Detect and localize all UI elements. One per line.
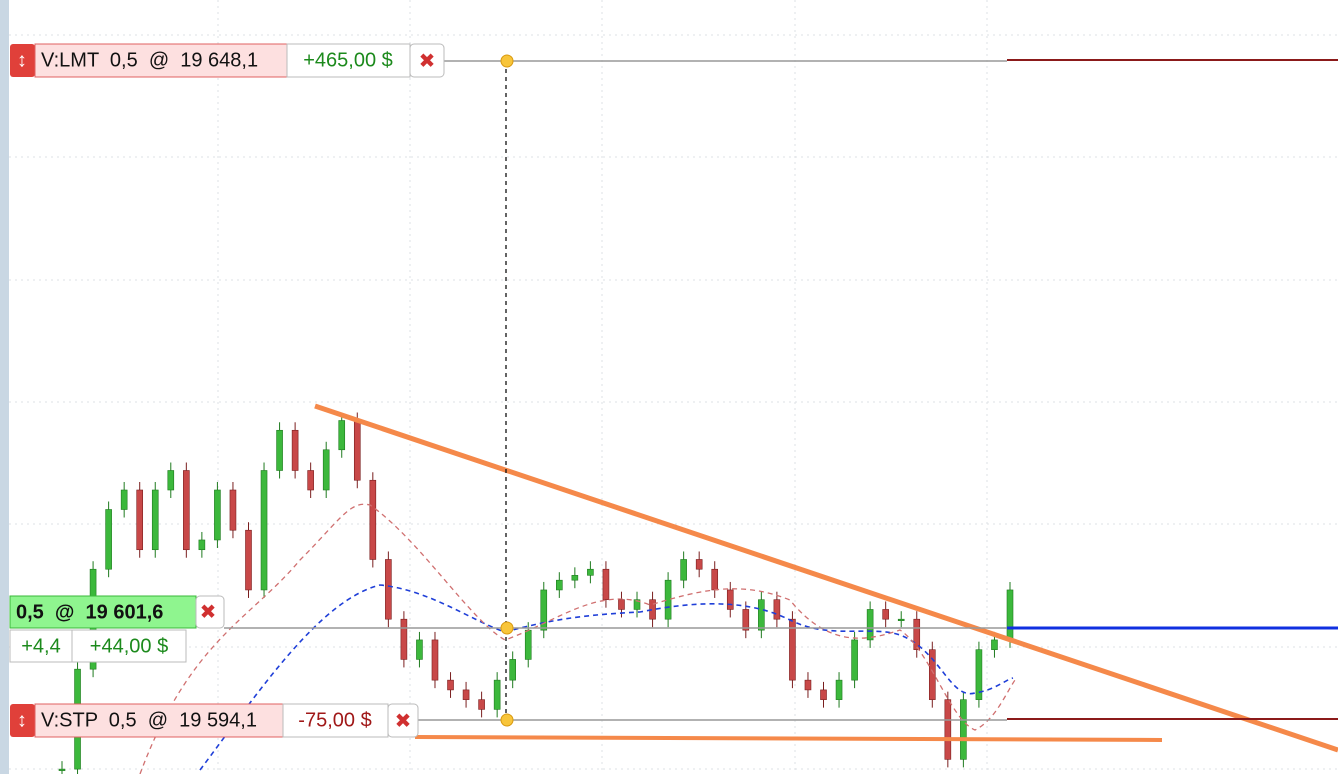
candle xyxy=(447,679,454,691)
order-text: V:LMT 0,5 @ 19 648,1 xyxy=(41,49,258,71)
candle xyxy=(322,449,330,491)
candle xyxy=(680,559,687,581)
candle xyxy=(291,429,299,471)
candle xyxy=(928,649,936,700)
position-points: +4,4 xyxy=(21,635,60,657)
order-pnl: -75,00 $ xyxy=(298,709,371,731)
candle xyxy=(913,618,921,650)
candle xyxy=(183,470,190,551)
candle xyxy=(742,609,750,631)
candle xyxy=(882,609,889,620)
candle xyxy=(416,639,423,660)
grid xyxy=(9,0,1338,774)
candle xyxy=(276,429,283,471)
candle xyxy=(1006,589,1014,641)
candle xyxy=(338,420,346,451)
candle xyxy=(960,699,967,760)
svg-text:↕: ↕ xyxy=(17,709,27,731)
candle xyxy=(493,679,501,710)
candle xyxy=(820,689,827,700)
handle[interactable] xyxy=(500,713,514,727)
candle xyxy=(307,470,314,491)
candle xyxy=(991,639,998,650)
position-text: 0,5 @ 19 601,6 xyxy=(16,601,163,623)
candle xyxy=(400,618,408,660)
left-edge xyxy=(0,0,9,774)
candle xyxy=(260,470,268,591)
svg-text:✖: ✖ xyxy=(395,710,412,732)
candle xyxy=(866,609,874,641)
svg-text:↕: ↕ xyxy=(17,49,27,71)
candle xyxy=(353,420,361,481)
candle xyxy=(897,618,905,622)
candle xyxy=(385,559,392,620)
candle xyxy=(369,479,377,560)
candle xyxy=(556,579,563,591)
candle xyxy=(431,639,439,681)
candle xyxy=(540,589,548,631)
candle xyxy=(944,699,952,760)
trend-line xyxy=(314,403,1338,753)
candle xyxy=(151,489,159,551)
candle xyxy=(975,649,983,700)
candle xyxy=(789,618,796,681)
candle xyxy=(633,599,641,610)
candle xyxy=(245,529,252,591)
handle[interactable] xyxy=(500,54,514,68)
candle xyxy=(524,629,532,660)
candle xyxy=(509,659,516,681)
candle xyxy=(462,689,470,700)
moving-average-blue xyxy=(199,584,1014,771)
candle xyxy=(835,679,843,700)
candle xyxy=(214,489,221,541)
candle xyxy=(711,568,719,591)
candle xyxy=(602,568,610,600)
candle xyxy=(618,599,625,610)
candle xyxy=(773,599,781,620)
order-pnl: +465,00 $ xyxy=(303,49,393,71)
candle xyxy=(229,489,237,531)
candle xyxy=(851,639,858,681)
candle xyxy=(105,509,112,570)
candles xyxy=(58,412,1014,774)
candle xyxy=(726,589,734,610)
order-text: V:STP 0,5 @ 19 594,1 xyxy=(41,709,257,731)
candle xyxy=(587,568,594,576)
limit-order-label[interactable]: ↕ V:LMT 0,5 @ 19 648,1 +465,00 $ ✖ xyxy=(10,43,445,78)
svg-text:✖: ✖ xyxy=(200,601,217,623)
svg-text:✖: ✖ xyxy=(419,50,436,72)
candle xyxy=(198,539,206,551)
position-pnl: +44,00 $ xyxy=(90,635,168,657)
handle[interactable] xyxy=(500,621,514,635)
candle xyxy=(478,699,485,710)
candle xyxy=(571,575,579,581)
candle xyxy=(58,768,66,771)
candle xyxy=(167,470,175,491)
candle xyxy=(804,679,812,691)
candle xyxy=(695,559,703,570)
position-label[interactable]: 0,5 @ 19 601,6 ✖ +4,4 +44,00 $ xyxy=(9,595,225,663)
candle xyxy=(120,489,128,510)
support-line xyxy=(414,735,1163,742)
candle xyxy=(136,489,144,551)
candle xyxy=(758,599,765,631)
stop-order-label[interactable]: ↕ V:STP 0,5 @ 19 594,1 -75,00 $ ✖ xyxy=(10,703,419,738)
candle xyxy=(664,579,672,620)
moving-average-red xyxy=(139,503,1016,774)
